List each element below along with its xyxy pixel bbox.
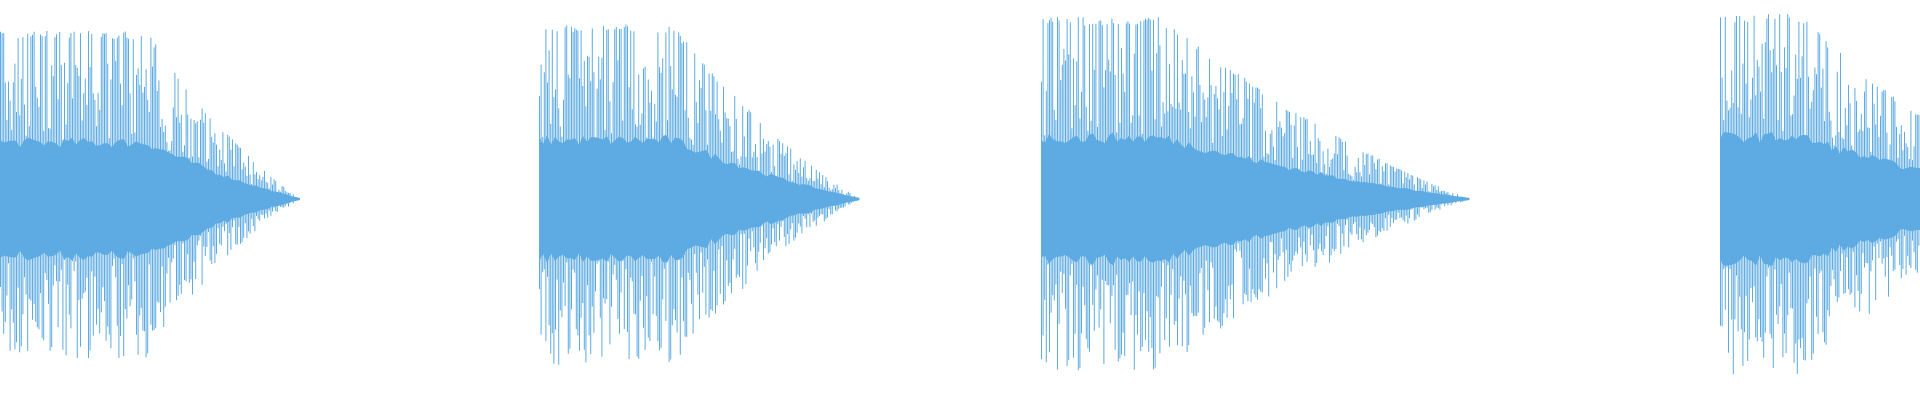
waveform-core bbox=[1720, 131, 1920, 267]
